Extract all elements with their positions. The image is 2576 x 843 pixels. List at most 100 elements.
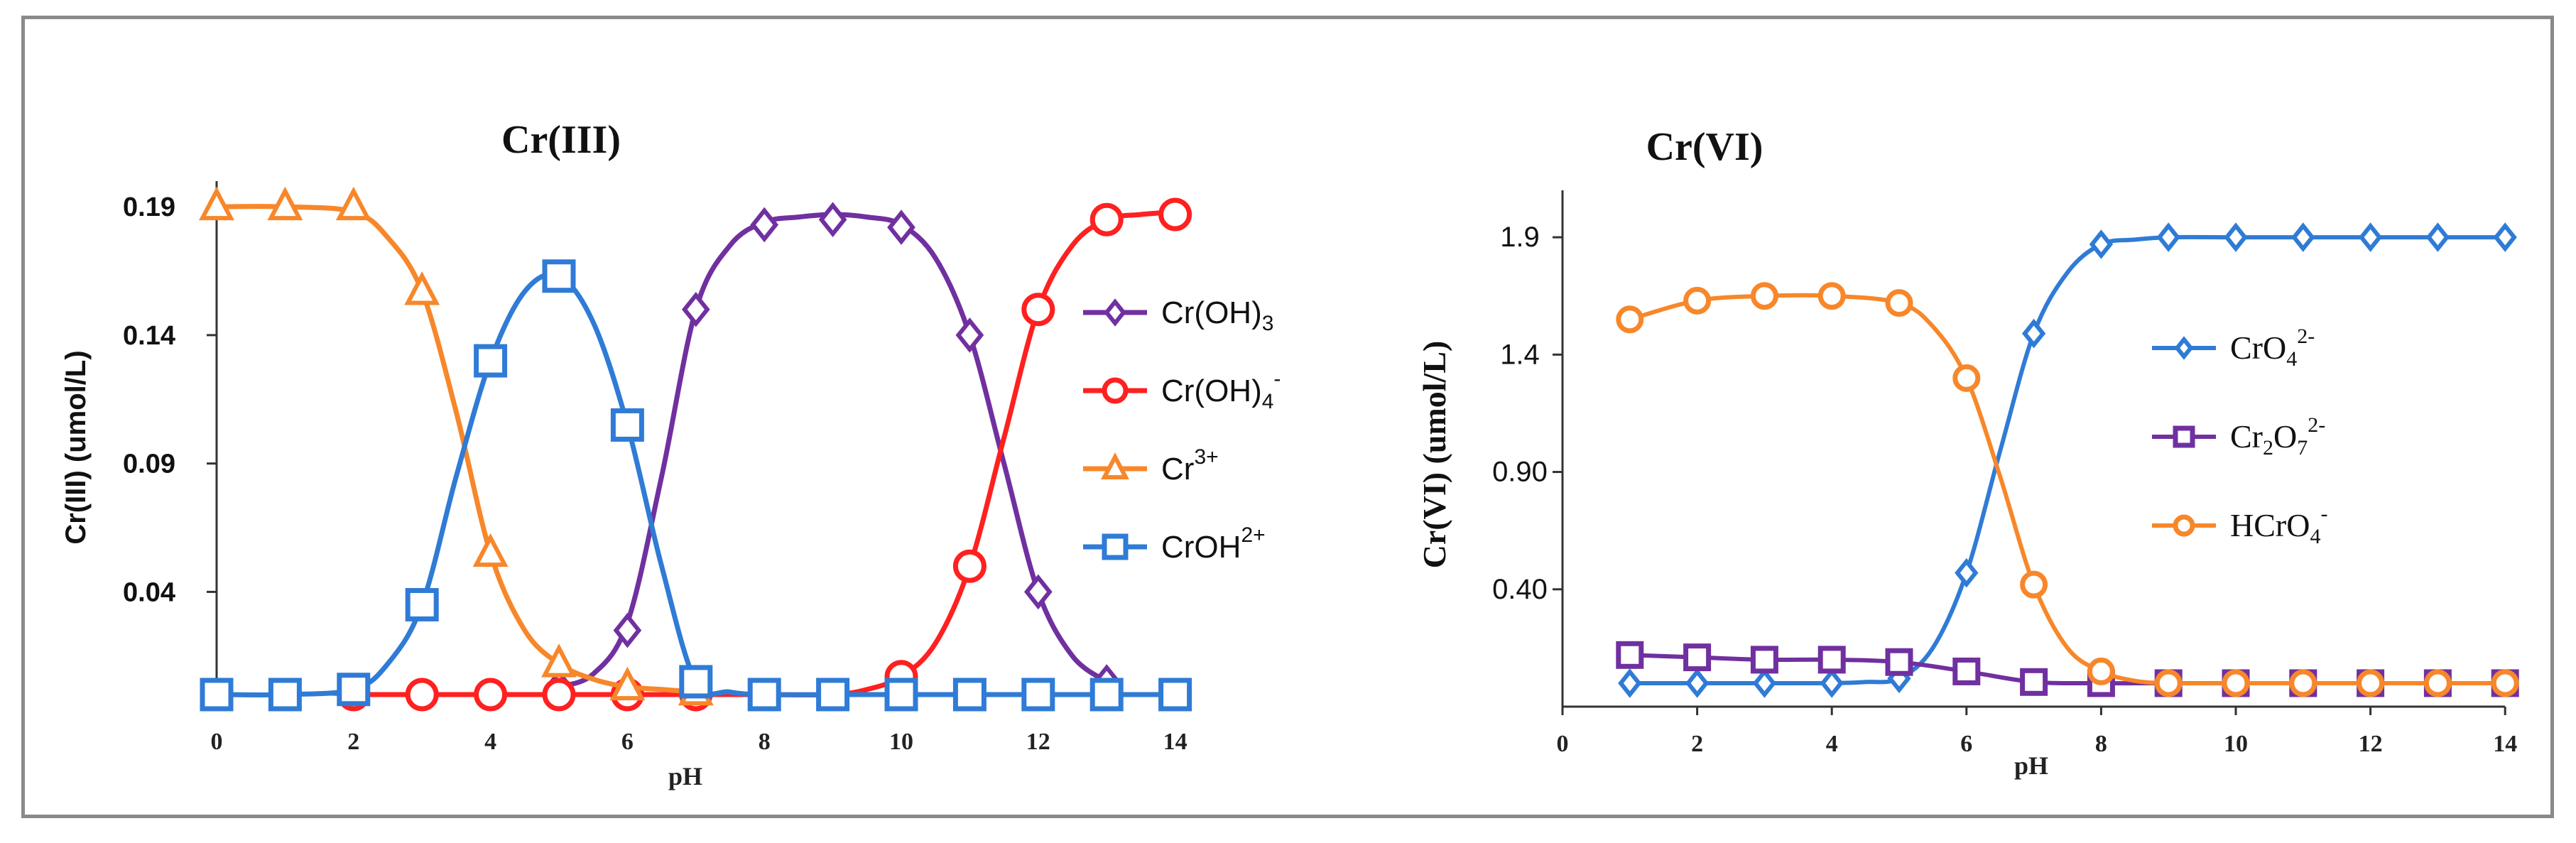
legend-marker <box>2173 514 2195 537</box>
data-point <box>335 186 371 221</box>
data-point <box>1885 289 1913 317</box>
data-point <box>952 678 987 712</box>
data-point <box>2491 669 2519 697</box>
legend-label: Cr(OH)4- <box>1161 367 1281 413</box>
data-point <box>1616 641 1644 669</box>
data-point <box>267 186 303 221</box>
x-tick-label: 12 <box>2359 731 2383 757</box>
chart-title: Cr(VI) <box>1646 125 1763 169</box>
x-tick-label: 2 <box>347 729 359 755</box>
data-point <box>1089 202 1124 236</box>
data-point <box>199 186 234 221</box>
series-croh2- <box>200 259 1192 712</box>
y-axis-label: Cr(VI) (umol/L) <box>1416 341 1452 569</box>
legend-marker <box>2174 336 2194 360</box>
legend-label-part: Cr <box>1161 452 1194 486</box>
legend-label: Cr3+ <box>1161 445 1219 486</box>
data-point <box>2089 229 2114 259</box>
data-point <box>1021 293 1055 327</box>
data-point <box>405 678 439 712</box>
y-axis-label: Cr(III) (umol/L) <box>60 350 92 544</box>
y-tick-label: 0.04 <box>123 577 175 607</box>
data-point <box>1750 646 1778 674</box>
legend-label-part: Cr(OH) <box>1161 374 1262 408</box>
legend-label: HCrO4- <box>2230 502 2327 548</box>
data-point <box>679 665 713 699</box>
data-point <box>542 259 576 293</box>
y-tick-label: 1.9 <box>1500 222 1540 253</box>
x-tick-label: 10 <box>2224 731 2248 757</box>
data-point <box>2358 222 2383 252</box>
legend-label-part: 2- <box>2297 325 2315 348</box>
x-tick-label: 6 <box>1960 731 1972 757</box>
data-point <box>1820 668 1844 698</box>
data-point <box>474 678 508 712</box>
data-point <box>1158 197 1192 232</box>
series-line <box>1629 293 2506 686</box>
data-point <box>1885 648 1913 676</box>
data-point <box>2289 669 2317 697</box>
x-tick-label: 12 <box>1026 729 1050 755</box>
data-point <box>2291 222 2315 252</box>
data-point <box>609 666 646 701</box>
data-point <box>952 549 987 583</box>
x-axis-label: pH <box>668 762 702 790</box>
data-point <box>613 612 642 648</box>
y-tick-label: 0.19 <box>123 192 175 222</box>
legend-label-part: Cr <box>2230 418 2263 455</box>
data-point <box>404 271 440 305</box>
data-point <box>1089 678 1124 712</box>
data-point <box>2423 669 2452 697</box>
data-point <box>1683 286 1712 315</box>
legend-label: Cr2O72- <box>2230 413 2325 459</box>
x-tick-label: 14 <box>1163 729 1188 755</box>
legend-label-part: 4 <box>2286 347 2297 371</box>
legend-marker <box>1102 377 1129 404</box>
x-tick-label: 6 <box>621 729 634 755</box>
legend-label-part: 3+ <box>1194 445 1218 469</box>
series-cr-oh-4- <box>200 197 1192 712</box>
x-axis-label: pH <box>2014 751 2048 780</box>
data-point <box>955 317 984 353</box>
data-point <box>1021 678 1055 712</box>
data-point <box>1817 646 1846 674</box>
x-tick-label: 0 <box>211 729 223 755</box>
data-point <box>1952 657 1981 685</box>
data-point <box>2154 669 2183 697</box>
data-point <box>542 678 576 712</box>
data-point <box>884 678 918 712</box>
series-line <box>558 212 1109 690</box>
y-tick-label: 0.40 <box>1492 574 1548 605</box>
data-point <box>1817 282 1846 310</box>
legend-marker <box>1104 298 1126 327</box>
data-point <box>2087 657 2115 685</box>
legend-label-part: 2+ <box>1241 523 1265 547</box>
data-point <box>1685 668 1710 698</box>
x-tick-label: 0 <box>1557 731 1569 757</box>
x-tick-label: 4 <box>484 729 496 755</box>
legend-label-part: 3 <box>1262 312 1274 335</box>
data-point <box>816 678 850 712</box>
data-point <box>1158 678 1192 712</box>
legend-label-part: O <box>2273 418 2297 455</box>
x-tick-label: 14 <box>2493 731 2517 757</box>
legend-label-part: HCrO <box>2230 507 2310 543</box>
data-point <box>1616 305 1644 334</box>
data-point <box>541 643 577 678</box>
data-point <box>2224 222 2248 252</box>
y-tick-label: 0.09 <box>123 450 175 479</box>
data-point <box>200 678 234 712</box>
data-point <box>1952 364 1981 392</box>
data-point <box>268 678 302 712</box>
data-point <box>1683 643 1712 672</box>
data-point <box>610 408 644 442</box>
data-point <box>818 202 847 238</box>
data-point <box>405 587 439 621</box>
data-point <box>2493 222 2517 252</box>
legend-marker <box>2173 425 2195 448</box>
legend-label-part: 4 <box>1262 390 1274 413</box>
x-tick-label: 8 <box>759 729 771 755</box>
data-point <box>472 533 509 567</box>
legend-marker <box>1102 533 1129 560</box>
data-point <box>474 344 508 378</box>
